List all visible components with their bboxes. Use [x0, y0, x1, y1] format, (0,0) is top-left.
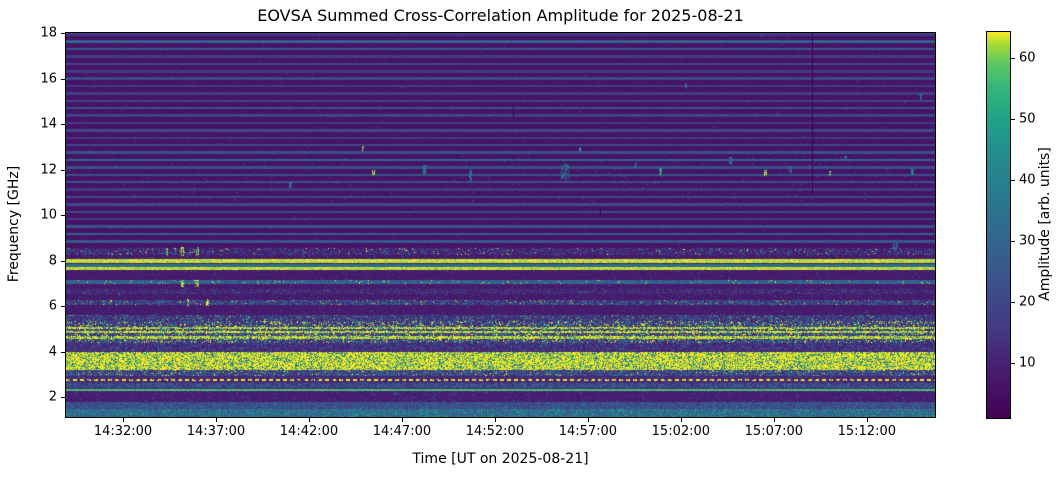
y-tick-label: 14 — [40, 116, 57, 132]
y-tick-mark — [61, 169, 65, 171]
y-tick-label: 18 — [40, 25, 57, 41]
x-tick-mark — [866, 418, 868, 422]
chart-title: EOVSA Summed Cross-Correlation Amplitude… — [257, 6, 744, 25]
x-tick-label: 14:42:00 — [279, 424, 339, 439]
y-tick-mark — [61, 124, 65, 126]
colorbar-label: Amplitude [arb. units] — [1037, 147, 1053, 301]
x-tick-mark — [401, 418, 403, 422]
x-tick-label: 14:52:00 — [465, 424, 525, 439]
y-tick-mark — [61, 260, 65, 262]
x-tick-mark — [587, 418, 589, 422]
y-tick-label: 12 — [40, 162, 57, 178]
x-tick-mark — [215, 418, 217, 422]
colorbar-tick-mark — [1011, 363, 1015, 365]
colorbar-tick-label: 20 — [1019, 294, 1036, 310]
y-tick-mark — [61, 78, 65, 80]
colorbar-tick-mark — [1011, 119, 1015, 121]
plot-area — [65, 32, 936, 418]
y-tick-mark — [61, 306, 65, 308]
colorbar-tick-label: 10 — [1019, 355, 1036, 371]
x-tick-mark — [494, 418, 496, 422]
y-tick-label: 10 — [40, 207, 57, 223]
y-tick-label: 8 — [48, 253, 57, 269]
colorbar-tick-mark — [1011, 302, 1015, 304]
y-tick-label: 16 — [40, 71, 57, 87]
y-tick-mark — [61, 33, 65, 34]
spectrogram-heatmap — [66, 33, 935, 417]
colorbar-tick-label: 60 — [1019, 50, 1036, 66]
x-tick-mark — [773, 418, 775, 422]
x-tick-label: 14:47:00 — [372, 424, 432, 439]
x-tick-label: 14:32:00 — [93, 424, 153, 439]
colorbar-tick-label: 30 — [1019, 233, 1036, 249]
x-axis-label: Time [UT on 2025-08-21] — [412, 451, 589, 467]
colorbar-tick-mark — [1011, 241, 1015, 243]
x-tick-label: 15:02:00 — [651, 424, 711, 439]
y-tick-mark — [61, 351, 65, 353]
x-tick-label: 14:57:00 — [558, 424, 618, 439]
y-tick-mark — [61, 397, 65, 399]
colorbar-tick-mark — [1011, 180, 1015, 182]
y-tick-label: 6 — [48, 298, 57, 314]
colorbar — [986, 31, 1011, 419]
y-tick-label: 2 — [48, 389, 57, 405]
x-tick-label: 15:12:00 — [837, 424, 897, 439]
y-tick-mark — [61, 215, 65, 217]
colorbar-gradient — [987, 32, 1010, 418]
x-tick-label: 15:07:00 — [744, 424, 804, 439]
x-tick-mark — [123, 418, 125, 422]
y-tick-label: 4 — [48, 344, 57, 360]
x-tick-mark — [680, 418, 682, 422]
x-tick-label: 14:37:00 — [186, 424, 246, 439]
colorbar-tick-mark — [1011, 58, 1015, 60]
colorbar-tick-label: 40 — [1019, 172, 1036, 188]
x-tick-mark — [308, 418, 310, 422]
colorbar-tick-label: 50 — [1019, 111, 1036, 127]
